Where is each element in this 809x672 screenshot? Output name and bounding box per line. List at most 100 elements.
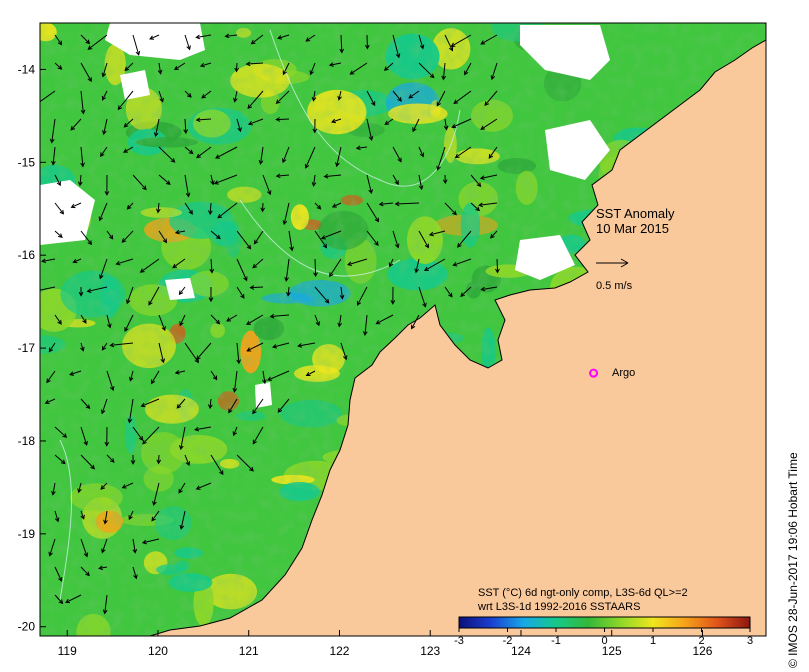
current-vector: [117, 90, 134, 111]
current-vector: [80, 62, 92, 83]
colorbar-tick-label: 0: [601, 635, 607, 647]
current-vector: [236, 230, 252, 250]
current-vector: [246, 314, 264, 325]
current-vector: [48, 342, 56, 353]
colorbar: [458, 616, 751, 629]
current-vector: [158, 174, 171, 185]
current-vector: [179, 426, 186, 451]
current-vector: [210, 174, 215, 186]
lat-tick-label: -15: [18, 155, 36, 169]
current-vector: [414, 258, 420, 274]
current-vector: [40, 90, 56, 103]
current-vector: [355, 145, 368, 151]
current-vector: [106, 370, 115, 392]
current-vector: [106, 454, 115, 463]
current-vector: [126, 202, 134, 210]
current-vector: [247, 90, 264, 110]
current-vector: [444, 202, 457, 216]
current-vector: [488, 146, 498, 159]
current-vector: [366, 202, 380, 223]
current-vector: [101, 538, 108, 554]
current-vector: [121, 482, 134, 489]
current-vector: [100, 398, 108, 415]
current-vector: [130, 454, 136, 465]
current-vector: [347, 258, 368, 267]
current-vector: [366, 174, 373, 195]
current-vector: [253, 230, 264, 245]
current-vector: [100, 146, 108, 158]
current-vector: [236, 454, 254, 472]
imos-credit: © IMOS 28-Jun-2017 19:06 Hobart Time: [786, 452, 800, 668]
current-vector: [121, 230, 134, 243]
current-vector: [311, 174, 317, 187]
current-vector: [54, 174, 61, 187]
current-vector: [77, 482, 82, 494]
current-vector: [123, 118, 134, 128]
current-vector: [217, 202, 238, 219]
current-vector: [236, 258, 248, 282]
colorbar-tick-label: -1: [551, 635, 561, 647]
colorbar-tick-label: -3: [454, 635, 464, 647]
current-vector: [150, 370, 160, 385]
current-vector: [51, 146, 56, 166]
current-vector: [80, 426, 88, 446]
current-vector: [54, 426, 68, 438]
lat-tick-label: -19: [18, 527, 36, 541]
current-vector: [452, 258, 472, 267]
current-vector: [286, 286, 291, 297]
current-vector: [314, 230, 328, 249]
current-vector: [124, 62, 134, 72]
current-vector: [128, 510, 134, 521]
current-vector: [141, 538, 160, 545]
current-vector: [178, 286, 186, 296]
current-vector: [132, 426, 144, 441]
current-vector: [269, 313, 290, 319]
current-vector: [384, 118, 394, 125]
current-vector: [236, 286, 245, 299]
current-vector: [236, 118, 242, 133]
current-vector: [260, 202, 266, 213]
current-vector: [418, 146, 425, 158]
current-vector: [151, 510, 160, 522]
current-vector: [157, 62, 163, 75]
current-vector: [305, 370, 316, 377]
current-vector: [479, 174, 498, 181]
current-vector: [311, 90, 317, 102]
current-vector: [158, 314, 166, 332]
current-vector: [208, 202, 213, 216]
current-vector: [106, 314, 112, 329]
current-vector: [41, 258, 56, 264]
current-vector: [267, 370, 290, 381]
current-vector: [72, 258, 82, 264]
current-vector: [54, 454, 66, 465]
current-vector: [454, 146, 472, 159]
current-vector: [349, 62, 368, 75]
current-vector: [80, 566, 90, 577]
lat-tick-label: -14: [18, 62, 36, 76]
current-vector: [103, 510, 108, 525]
current-vector: [140, 398, 160, 408]
current-vector: [109, 342, 134, 348]
current-vector: [457, 230, 472, 248]
current-vector: [195, 117, 212, 123]
current-vector: [213, 174, 238, 185]
current-vector: [339, 286, 345, 300]
current-vector: [104, 174, 110, 196]
current-vector: [250, 34, 264, 45]
current-vector: [158, 90, 164, 103]
current-vector: [152, 482, 160, 506]
land-mass: [149, 23, 766, 636]
current-vector: [184, 202, 193, 215]
sst-contours: [59, 29, 461, 601]
current-vector: [54, 314, 62, 325]
current-vector: [44, 398, 56, 404]
current-vector: [252, 398, 264, 415]
current-vector: [282, 62, 290, 76]
current-vector: [392, 146, 402, 163]
colorbar-tick-label: 2: [698, 635, 704, 647]
current-vector: [392, 230, 400, 249]
current-vector: [184, 454, 191, 467]
current-vector: [101, 342, 108, 351]
current-vector: [282, 202, 290, 226]
current-vector: [436, 146, 446, 171]
